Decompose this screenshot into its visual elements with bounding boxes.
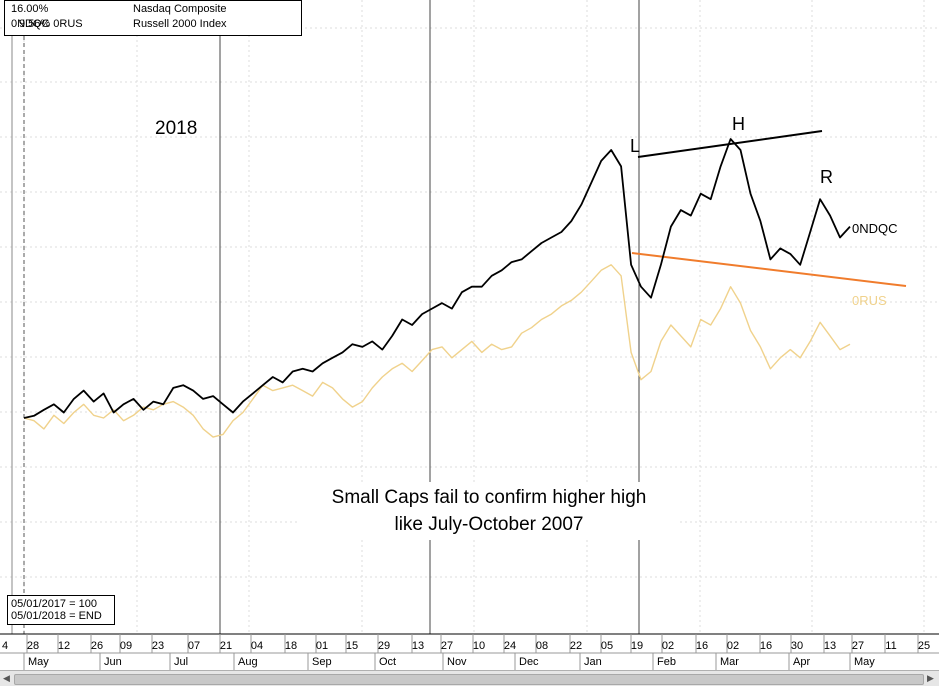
scrollbar-thumb[interactable] <box>14 674 924 685</box>
x-tick-label: 13 <box>824 640 836 652</box>
x-tick-label: 11 <box>885 640 896 652</box>
nasdaq-end-label: 0NDQC <box>852 221 898 236</box>
scroll-right-icon[interactable]: ▶ <box>927 673 934 683</box>
x-tick-label: 19 <box>631 640 643 652</box>
normalization-end: 05/01/2018 = END <box>11 610 102 622</box>
series-group <box>23 138 851 438</box>
year-label: 2018 <box>155 118 198 139</box>
x-tick-label: 05 <box>601 640 613 652</box>
x-month-label: May <box>854 656 875 668</box>
x-month-label: May <box>28 656 49 668</box>
caption-line-2: like July-October 2007 <box>394 514 584 535</box>
x-tick-label: 30 <box>791 640 803 652</box>
x-tick-label: 09 <box>120 640 132 652</box>
legend-row-nasdaq: 16.00% 0NDQC Nasdaq Composite <box>5 1 301 30</box>
x-month-label: Jun <box>104 656 122 668</box>
scroll-left-icon[interactable]: ◀ <box>3 673 10 683</box>
x-tick-label: 04 <box>251 640 263 652</box>
legend-pct-nasdaq: 16.00% 0NDQC <box>11 3 50 30</box>
x-axis-background <box>0 634 939 670</box>
x-tick-label: 02 <box>662 640 674 652</box>
x-tick-label: 21 <box>220 640 232 652</box>
caption-line-1: Small Caps fail to confirm higher high <box>331 487 647 508</box>
legend-box: 16.00% 0NDQC Nasdaq Composite 9.56% 0RUS… <box>4 0 302 36</box>
x-month-label: Feb <box>657 656 676 668</box>
x-month-label: Apr <box>793 656 810 668</box>
legend-name-russell: Russell 2000 Index <box>133 18 227 30</box>
x-tick-label: 24 <box>504 640 516 652</box>
x-tick-label: 4 <box>2 640 8 652</box>
horizontal-scrollbar[interactable]: ◀ ▶ <box>0 670 939 686</box>
series-line-0NDQC <box>23 138 851 419</box>
x-tick-label: 27 <box>852 640 864 652</box>
nasdaq-resistance-line <box>637 130 823 158</box>
x-month-label: Oct <box>379 656 396 668</box>
x-tick-label: 23 <box>152 640 164 652</box>
x-month-label: Aug <box>238 656 258 668</box>
legend-row-russell: 9.56% 0RUS Russell 2000 Index <box>5 16 301 31</box>
x-tick-label: 25 <box>918 640 930 652</box>
russell-end-label: 0RUS <box>852 293 887 308</box>
x-month-label: Jul <box>174 656 188 668</box>
x-month-label: Jan <box>584 656 602 668</box>
x-tick-label: 16 <box>760 640 772 652</box>
x-tick-label: 13 <box>412 640 424 652</box>
x-tick-label: 08 <box>536 640 548 652</box>
x-tick-label: 15 <box>346 640 358 652</box>
left-shoulder-label: L <box>630 136 641 156</box>
x-tick-label: 29 <box>378 640 390 652</box>
x-tick-label: 27 <box>441 640 453 652</box>
chart-caption: Small Caps fail to confirm higher high l… <box>298 482 680 540</box>
x-tick-label: 22 <box>570 640 582 652</box>
x-tick-label: 16 <box>696 640 708 652</box>
normalization-start: 05/01/2017 = 100 <box>11 598 97 610</box>
legend-pct-russell: 9.56% 0RUS <box>19 18 83 30</box>
x-tick-label: 18 <box>285 640 297 652</box>
x-month-label: Sep <box>312 656 332 668</box>
x-tick-label: 26 <box>91 640 103 652</box>
x-tick-label: 28 <box>27 640 39 652</box>
x-tick-label: 02 <box>727 640 739 652</box>
x-month-label: Dec <box>519 656 539 668</box>
normalization-box: 05/01/2017 = 100 05/01/2018 = END <box>7 595 115 625</box>
russell-neckline <box>631 252 907 287</box>
x-tick-label: 07 <box>188 640 200 652</box>
right-shoulder-label: R <box>820 167 833 187</box>
x-tick-label: 10 <box>473 640 485 652</box>
legend-name-nasdaq: Nasdaq Composite <box>133 3 227 15</box>
series-line-0RUS <box>23 264 851 438</box>
x-axis: 4 28 12 26 09 23 07 21 04 18 01 15 29 13 27 10 24 08 22 05 1… <box>0 633 939 670</box>
x-month-label: Mar <box>720 656 739 668</box>
head-label: H <box>732 114 745 134</box>
x-tick-label: 12 <box>58 640 70 652</box>
x-month-label: Nov <box>447 656 467 668</box>
x-tick-label: 01 <box>316 640 328 652</box>
